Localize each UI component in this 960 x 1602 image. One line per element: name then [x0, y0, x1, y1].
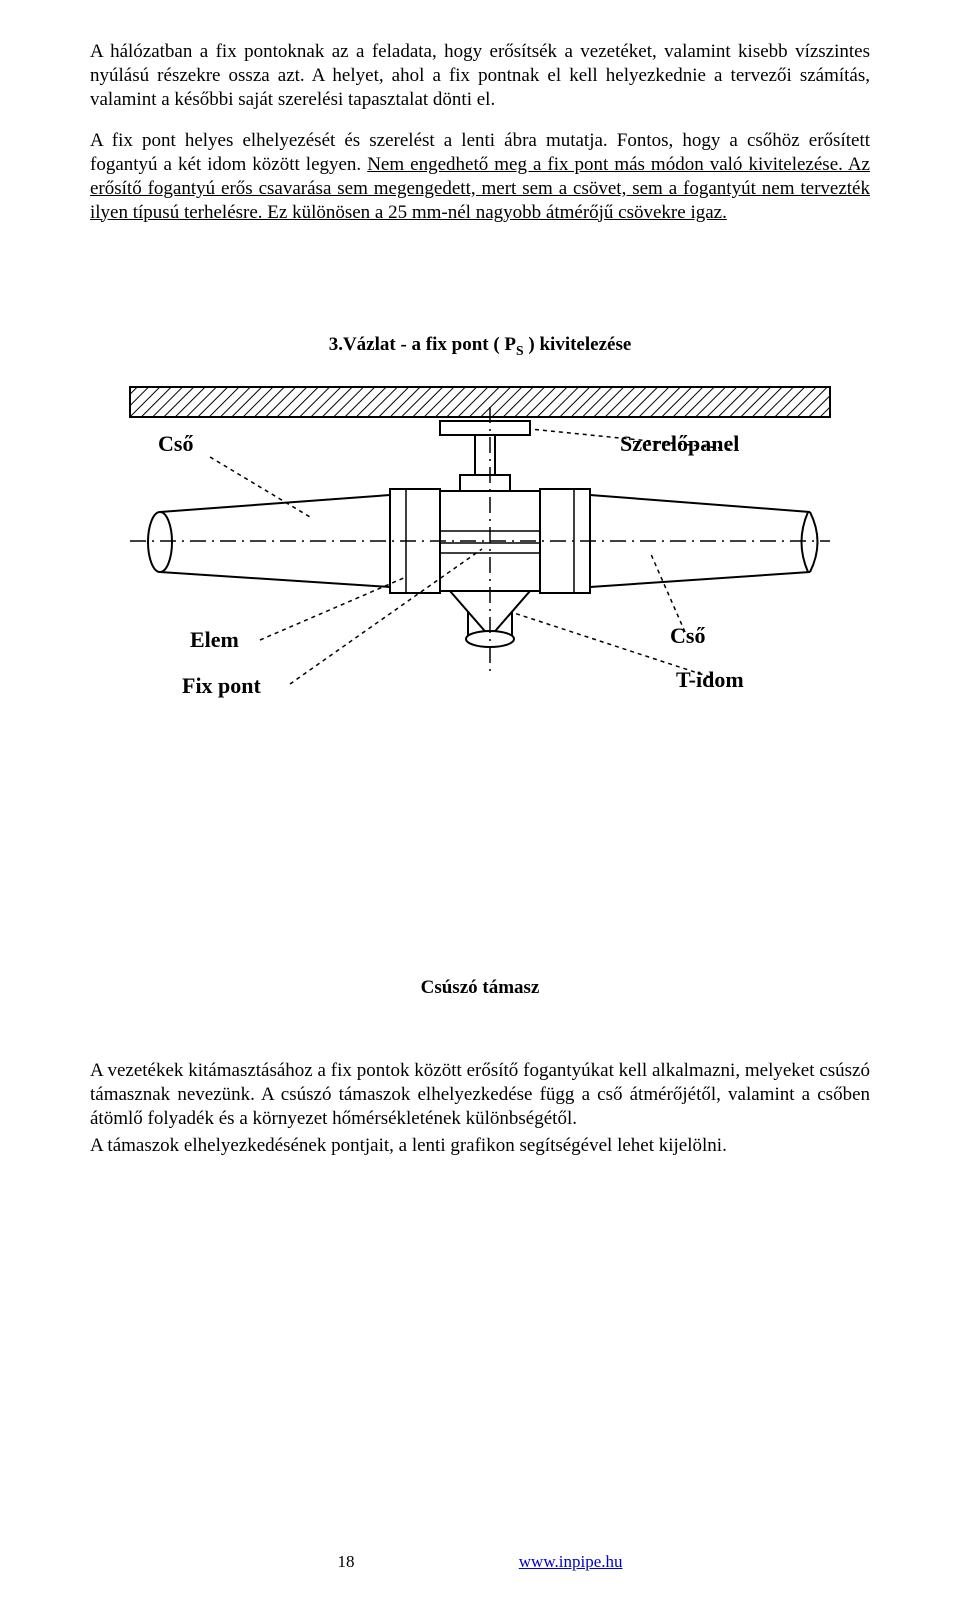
page-number: 18: [338, 1552, 355, 1572]
paragraph-1: A hálózatban a fix pontoknak az a felada…: [90, 40, 870, 111]
label-szerelo: Szerelőpanel: [620, 431, 739, 457]
label-tidom: T-idom: [676, 667, 744, 693]
label-fixpont: Fix pont: [182, 673, 261, 699]
label-cso-right: Cső: [670, 623, 705, 649]
mount-plate: [440, 421, 530, 435]
figure-title-sub: S: [516, 343, 524, 358]
page-footer: 18 www.inpipe.hu: [0, 1552, 960, 1572]
paragraph-4: A támaszok elhelyezkedésének pontjait, a…: [90, 1134, 870, 1158]
ceiling-hatch: [130, 387, 830, 417]
footer-url[interactable]: www.inpipe.hu: [519, 1552, 623, 1571]
paragraph-3: A vezetékek kitámasztásához a fix pontok…: [90, 1059, 870, 1130]
leader-cso-right: [650, 552, 685, 632]
collar-cap: [460, 475, 510, 491]
label-cso-top: Cső: [158, 431, 193, 457]
label-elem: Elem: [190, 627, 239, 653]
diagram-svg: [90, 377, 870, 757]
paragraph-2: A fix pont helyes elhelyezését és szerel…: [90, 129, 870, 224]
figure-title: 3.Vázlat - a fix pont ( PS ) kivitelezés…: [90, 334, 870, 359]
mount-shaft: [475, 435, 495, 475]
section-heading-csuszo: Csúszó támasz: [90, 977, 870, 999]
figure-title-pre: 3.Vázlat - a fix pont ( P: [329, 334, 516, 355]
figure-title-post: ) kivitelezése: [524, 334, 632, 355]
figure-diagram: Cső Szerelőpanel Elem Fix pont Cső T-ido…: [90, 377, 870, 757]
document-page: A hálózatban a fix pontoknak az a felada…: [0, 0, 960, 1602]
